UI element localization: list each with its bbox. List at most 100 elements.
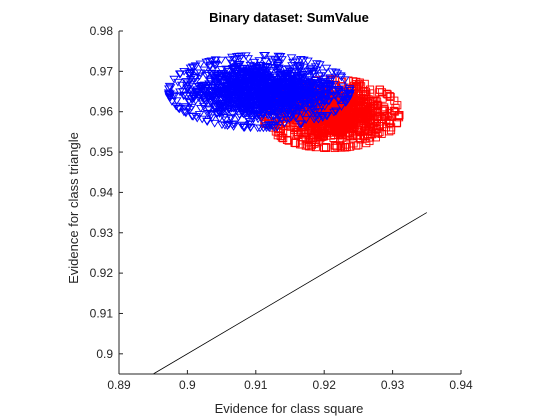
- data-point-triangle: [187, 112, 197, 121]
- data-point-triangle: [281, 91, 291, 99]
- data-point-square: [385, 116, 394, 125]
- data-point-triangle: [329, 108, 339, 117]
- data-point-triangle: [333, 86, 343, 94]
- data-point-triangle: [199, 66, 209, 75]
- data-point-triangle: [178, 88, 188, 96]
- data-point-triangle: [227, 110, 238, 118]
- data-point-triangle: [239, 122, 249, 131]
- data-point-triangle: [335, 72, 346, 81]
- data-point-triangle: [216, 86, 227, 95]
- data-point-triangle: [298, 56, 309, 65]
- data-point-triangle: [196, 84, 206, 93]
- data-point-triangle: [295, 104, 305, 113]
- data-point-triangle: [245, 91, 256, 100]
- data-point-triangle: [247, 113, 258, 122]
- data-point-triangle: [195, 104, 206, 113]
- data-point-triangle: [258, 99, 269, 108]
- data-point-triangle: [249, 58, 260, 67]
- data-point-triangle: [305, 106, 316, 114]
- data-point-triangle: [276, 72, 287, 81]
- data-point-triangle: [185, 87, 196, 96]
- data-point-triangle: [279, 119, 290, 128]
- data-point-triangle: [251, 81, 261, 89]
- data-point-triangle: [295, 74, 306, 82]
- data-point-triangle: [259, 52, 269, 60]
- data-point-triangle: [202, 118, 213, 126]
- data-point-triangle: [263, 111, 273, 120]
- data-point-triangle: [340, 76, 350, 85]
- data-point-triangle: [249, 92, 259, 100]
- y-tick-label: 0.97: [90, 64, 114, 78]
- data-point-triangle: [268, 101, 278, 109]
- data-point-triangle: [187, 63, 198, 72]
- data-point-square: [349, 77, 358, 86]
- data-point-square: [362, 105, 371, 114]
- data-point-triangle: [205, 61, 215, 70]
- data-point-triangle: [227, 65, 238, 74]
- data-point-triangle: [210, 62, 220, 71]
- data-point-triangle: [216, 90, 227, 99]
- x-axis-label: Evidence for class square: [215, 401, 364, 416]
- data-point-triangle: [248, 78, 258, 87]
- data-point-triangle: [314, 97, 324, 106]
- data-point-triangle: [338, 93, 348, 102]
- data-point-triangle: [305, 102, 316, 111]
- data-point-square: [348, 129, 357, 138]
- data-point-triangle: [217, 107, 228, 115]
- reference-line: [152, 212, 428, 375]
- data-point-triangle: [274, 78, 285, 86]
- data-point-triangle: [182, 92, 192, 101]
- data-point-triangle: [244, 105, 254, 114]
- data-point-triangle: [168, 91, 179, 100]
- data-point-triangle: [164, 92, 175, 101]
- data-point-triangle: [317, 114, 328, 122]
- data-point-triangle: [287, 81, 298, 90]
- x-tick-label: 0.89: [107, 378, 131, 392]
- data-point-triangle: [260, 76, 271, 85]
- data-point-triangle: [296, 120, 307, 129]
- data-point-triangle: [221, 73, 232, 82]
- data-point-triangle: [301, 89, 312, 98]
- data-point-triangle: [267, 80, 277, 88]
- data-point-square: [329, 133, 338, 142]
- data-point-triangle: [261, 97, 272, 106]
- data-point-triangle: [287, 62, 297, 70]
- data-point-triangle: [216, 56, 227, 65]
- data-point-triangle: [210, 105, 220, 114]
- data-point-triangle: [330, 107, 341, 116]
- data-point-triangle: [287, 76, 298, 84]
- data-point-triangle: [304, 110, 315, 119]
- data-point-triangle: [303, 94, 314, 103]
- triangle-series: [163, 52, 355, 133]
- data-point-triangle: [188, 94, 199, 103]
- data-point-triangle: [228, 66, 239, 75]
- data-point-triangle: [215, 73, 226, 82]
- data-point-triangle: [269, 105, 280, 114]
- data-point-triangle: [277, 101, 288, 109]
- data-point-triangle: [229, 55, 240, 64]
- data-point-triangle: [271, 95, 282, 104]
- data-point-square: [348, 124, 357, 133]
- data-point-square: [385, 127, 394, 136]
- data-point-triangle: [227, 121, 238, 130]
- data-point-triangle: [206, 57, 217, 66]
- data-point-triangle: [244, 109, 254, 118]
- data-point-triangle: [316, 103, 327, 111]
- data-point-triangle: [293, 77, 303, 86]
- data-point-square: [320, 143, 329, 152]
- data-point-triangle: [341, 98, 352, 107]
- data-point-triangle: [165, 84, 176, 92]
- data-point-triangle: [231, 74, 241, 83]
- data-point-triangle: [291, 71, 302, 80]
- y-tick-label: 0.94: [90, 185, 114, 199]
- data-point-square: [361, 134, 370, 143]
- data-point-triangle: [190, 78, 201, 86]
- data-point-square: [311, 123, 320, 132]
- data-point-triangle: [241, 89, 252, 98]
- data-point-triangle: [300, 77, 310, 85]
- y-axis-label: Evidence for class triangle: [66, 132, 81, 284]
- data-point-square: [282, 135, 292, 145]
- data-point-triangle: [307, 82, 317, 91]
- data-point-triangle: [299, 63, 309, 72]
- data-point-triangle: [209, 73, 219, 82]
